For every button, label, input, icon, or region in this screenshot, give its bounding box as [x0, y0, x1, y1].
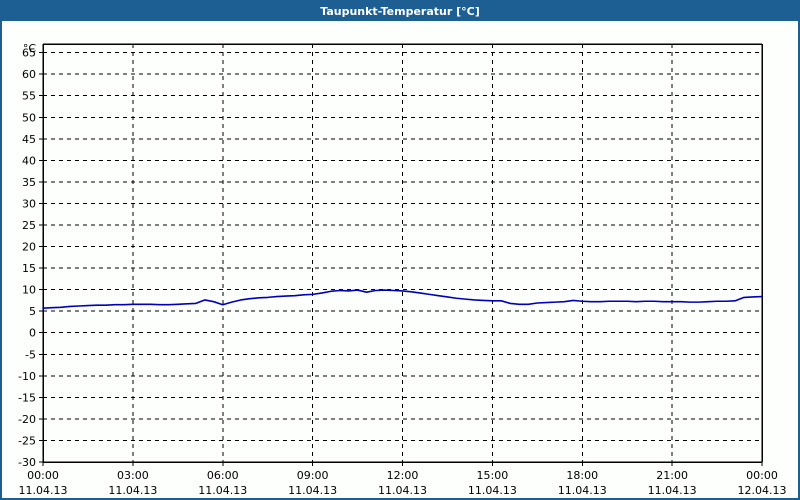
series-line-taupunkt-temperatur: [42, 289, 763, 309]
y-tick-label: -5: [25, 348, 36, 361]
y-tick-label: 25: [22, 219, 36, 232]
y-tick-label: -10: [18, 370, 36, 383]
x-tick-label-time: 21:00: [656, 469, 688, 482]
page-title: Taupunkt-Temperatur [°C]: [320, 5, 480, 18]
y-tick-label: 55: [22, 90, 36, 103]
x-tick-label-time: 09:00: [297, 469, 329, 482]
x-tick-label-time: 00:00: [746, 469, 778, 482]
x-tick-label-time: 00:00: [27, 469, 59, 482]
x-tick-label-time: 15:00: [477, 469, 509, 482]
x-tick-label-date: 11.04.13: [648, 484, 697, 497]
x-tick-label-date: 12.04.13: [738, 484, 787, 497]
window-title-bar: Taupunkt-Temperatur [°C]: [2, 2, 798, 21]
y-tick-label: -15: [18, 391, 36, 404]
x-tick-label-date: 11.04.13: [558, 484, 607, 497]
x-tick-label-date: 11.04.13: [378, 484, 427, 497]
y-tick-label: 10: [22, 284, 36, 297]
y-axis-unit-label: °C: [23, 42, 37, 55]
y-tick-label: 30: [22, 197, 36, 210]
y-tick-label: 60: [22, 68, 36, 81]
x-tick-label-date: 11.04.13: [108, 484, 157, 497]
y-tick-label: 0: [29, 327, 36, 340]
y-tick-label: 45: [22, 133, 36, 146]
x-tick-label-date: 11.04.13: [198, 484, 247, 497]
y-tick-label: 40: [22, 154, 36, 167]
y-tick-label: 5: [29, 305, 36, 318]
y-tick-label: 65: [22, 47, 36, 60]
x-tick-label-time: 18:00: [566, 469, 598, 482]
y-tick-label: -30: [18, 456, 36, 469]
y-tick-label: 35: [22, 176, 36, 189]
x-tick-label-time: 06:00: [207, 469, 239, 482]
y-tick-label: -25: [18, 434, 36, 447]
x-tick-label-time: 12:00: [387, 469, 419, 482]
chart-plot-area: 65 60 55 50 45 40 35 30 25 20 15 10 5 0 -5 -10 -15 -20 -25…: [2, 21, 798, 498]
x-tick-label-date: 11.04.13: [19, 484, 68, 497]
x-tick-label-time: 03:00: [117, 469, 149, 482]
y-tick-label: 50: [22, 111, 36, 124]
x-tick-label-date: 11.04.13: [468, 484, 517, 497]
y-tick-label: 20: [22, 241, 36, 254]
dewpoint-temperature-line-chart: 65605550454035302520151050-5-10-15-20-25…: [18, 42, 787, 497]
x-tick-label-date: 11.04.13: [288, 484, 337, 497]
y-tick-label: 15: [22, 262, 36, 275]
y-tick-label: -20: [18, 413, 36, 426]
